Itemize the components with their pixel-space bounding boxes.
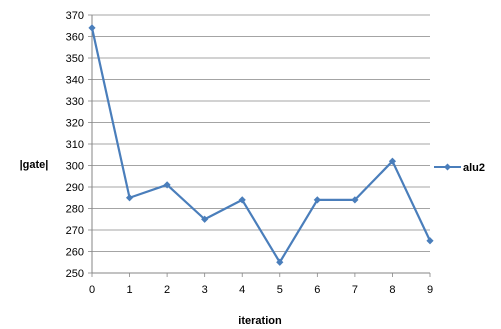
data-point-marker [313,196,321,204]
y-tick-label: 320 [66,118,84,130]
data-point-marker [125,194,134,202]
series-layer [88,24,434,266]
legend: alu2 [434,162,485,174]
y-tick-label: 300 [66,161,84,173]
legend-diamond-icon [444,163,451,171]
y-axis-title: |gate| [20,159,49,171]
data-point-marker [201,215,209,223]
y-tick-labels: 250 260 270 280 290 300 310 320 330 340 350 360 370 [66,10,84,280]
x-tick-label: 0 [89,284,95,296]
gridlines [92,14,430,274]
y-tick-label: 360 [66,32,84,44]
y-tick-label: 260 [66,247,84,259]
data-point-marker [388,157,397,165]
y-tick-label: 280 [66,204,84,216]
x-tick-label: 4 [239,284,245,296]
data-point-marker [276,258,284,266]
legend-label: alu2 [463,162,485,174]
x-tick-labels: 0 1 2 3 4 5 6 7 8 9 [89,284,433,296]
y-tick-label: 270 [66,225,84,237]
x-tick-label: 3 [202,284,208,296]
data-point-marker [88,24,96,32]
y-tick-label: 310 [66,139,84,151]
x-tick-label: 6 [314,284,320,296]
series-line-alu2 [90,27,431,264]
y-tick-label: 350 [66,53,84,65]
data-point-marker [163,181,171,189]
x-tick-label: 8 [389,284,395,296]
x-tick-label: 9 [427,284,433,296]
x-tick-label: 5 [277,284,283,296]
y-tick-label: 250 [66,268,84,280]
x-tick-label: 2 [164,284,170,296]
data-point-marker [238,196,246,204]
y-tick-label: 340 [66,75,84,87]
x-axis-title: iteration [238,315,282,327]
y-tick-label: 290 [66,182,84,194]
y-tick-label: 330 [66,96,84,108]
axes [88,14,431,277]
data-point-marker [351,196,359,204]
data-point-marker [426,237,434,245]
x-tick-label: 1 [126,284,132,296]
y-tick-label: 370 [66,10,84,22]
x-tick-label: 7 [352,284,358,296]
